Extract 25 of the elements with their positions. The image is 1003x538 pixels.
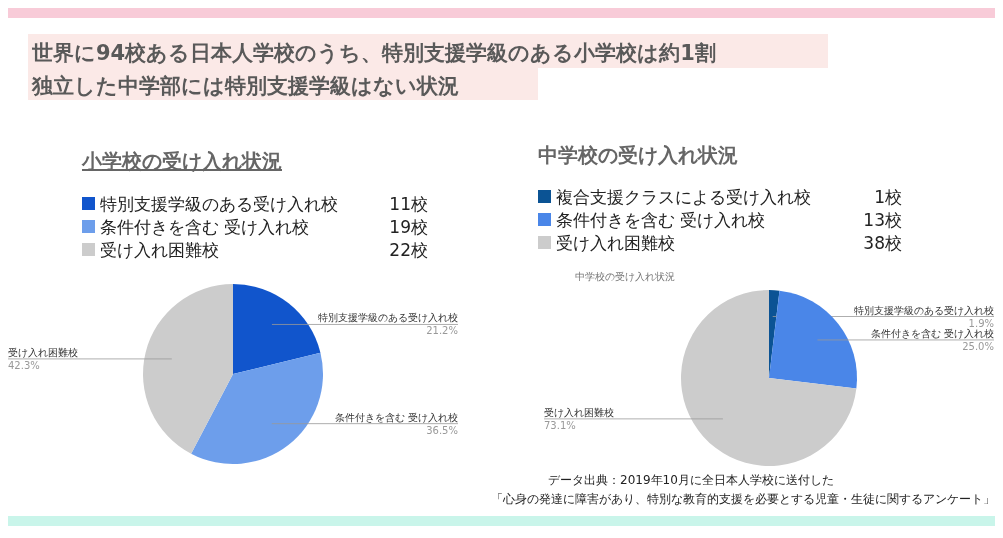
data-label: 42.3% [8, 359, 40, 371]
text: データ出典：2019年10月に全日本人学校に送付した [548, 473, 834, 487]
text: 世界に94校ある日本人学校のうち、特別支援学級のある小学校は約1割 [31, 41, 716, 65]
data-label: 25.0% [962, 340, 994, 352]
chart-title: 中学校の受け入れ状況 [538, 143, 738, 167]
data-label: 1.9% [968, 317, 994, 329]
slice-label: 条件付きを含む 受け入れ校 [334, 411, 458, 423]
chart-title: 小学校の受け入れ状況 [81, 149, 282, 173]
slice-label: 特別支援学級のある受け入れ校 [318, 312, 458, 324]
slice-label: 特別支援学級のある受け入れ校 [854, 304, 994, 316]
text: 「心身の発達に障害があり、特別な教育的支援を必要とする児童・生徒に関するアンケート」 [491, 492, 995, 506]
slice-label: 条件付きを含む 受け入れ校 [870, 327, 994, 339]
chart-subtitle: 中学校の受け入れ状況 [575, 271, 675, 282]
data-label: 21.2% [426, 325, 458, 337]
data-label: 73.1% [544, 419, 576, 431]
slice-label: 受け入れ困難校 [544, 406, 614, 418]
text: 受け入れ困難校 38校 [556, 233, 902, 253]
text: 独立した中学部には特別支援学級はない状況 [31, 74, 459, 98]
text: 受け入れ困難校 22校 [100, 240, 428, 260]
text: 条件付きを含む 受け入れ校 19校 [100, 217, 428, 237]
text: 複合支援クラスによる受け入れ校 1校 [556, 187, 902, 207]
text: 条件付きを含む 受け入れ校 13校 [556, 210, 902, 230]
text: 特別支援学級のある受け入れ校 11校 [100, 194, 428, 214]
slice-label: 受け入れ困難校 [8, 346, 78, 358]
data-label: 36.5% [426, 424, 458, 436]
